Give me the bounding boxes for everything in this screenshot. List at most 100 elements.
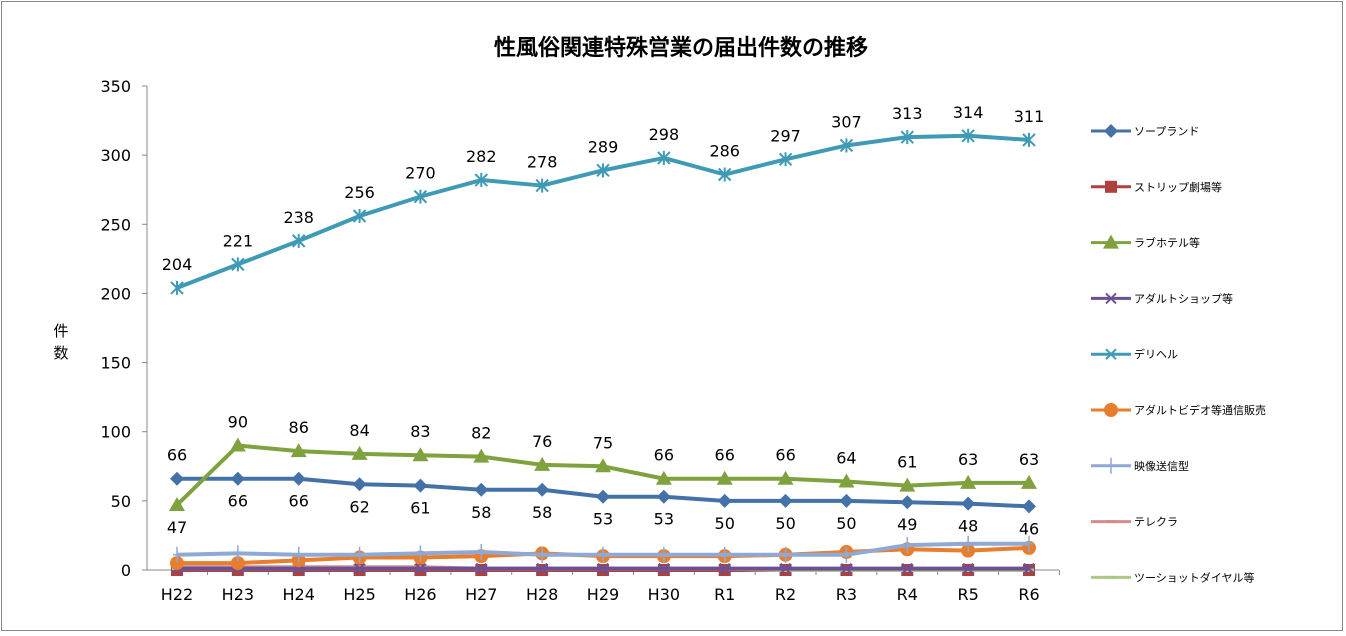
data-point xyxy=(781,546,790,563)
data-point xyxy=(169,497,185,512)
data-point xyxy=(597,562,609,575)
data-point xyxy=(961,496,976,511)
data-point xyxy=(595,458,611,473)
x-tick-label: H23 xyxy=(222,585,254,604)
data-point xyxy=(838,473,855,488)
x-tick-label: R1 xyxy=(714,585,735,604)
data-label: 204 xyxy=(162,255,193,274)
data-point xyxy=(231,257,245,272)
data-label: 61 xyxy=(410,499,430,518)
data-point xyxy=(777,470,794,485)
data-point xyxy=(475,562,487,575)
data-point xyxy=(294,546,303,563)
data-point xyxy=(599,546,607,563)
legend-label: ツーショットダイヤル等 xyxy=(1134,570,1254,584)
data-label: 278 xyxy=(527,153,558,172)
y-tick-label: 150 xyxy=(100,354,131,373)
series-2 xyxy=(169,437,1037,512)
data-point xyxy=(534,456,551,471)
data-label: 66 xyxy=(289,492,309,511)
x-tick-label: R4 xyxy=(897,585,918,604)
legend-marker xyxy=(1103,234,1119,249)
data-label: 49 xyxy=(897,515,917,534)
data-label: 90 xyxy=(228,413,248,432)
data-point xyxy=(292,233,306,248)
y-tick-label: 350 xyxy=(100,77,131,96)
data-point xyxy=(720,546,729,563)
data-point xyxy=(474,482,489,497)
legend-item: ラブホテル等 xyxy=(1091,234,1200,250)
data-point xyxy=(230,471,245,486)
data-point xyxy=(778,152,793,167)
legend-item: 映像送信型 xyxy=(1091,457,1189,474)
legend-marker xyxy=(1105,180,1117,193)
x-tick-label: H22 xyxy=(161,585,193,604)
data-label: 83 xyxy=(410,422,430,441)
x-tick-label: R5 xyxy=(957,585,978,604)
data-label: 53 xyxy=(593,510,613,529)
data-label: 50 xyxy=(715,514,735,533)
data-label: 75 xyxy=(593,433,613,452)
data-label: 63 xyxy=(958,450,978,469)
data-label: 61 xyxy=(897,453,917,472)
data-point xyxy=(353,562,366,575)
data-label: 53 xyxy=(654,510,674,529)
data-point xyxy=(1022,499,1036,514)
legend-item: デリヘル xyxy=(1091,347,1178,361)
data-point xyxy=(355,546,364,563)
data-point xyxy=(656,489,671,504)
data-point xyxy=(962,562,974,575)
data-label: 84 xyxy=(349,421,369,440)
data-label: 66 xyxy=(775,446,795,465)
series-6 xyxy=(173,535,1033,563)
data-point xyxy=(230,556,245,571)
data-point xyxy=(840,562,853,575)
data-point xyxy=(657,150,671,165)
data-label: 58 xyxy=(532,503,552,522)
data-point xyxy=(719,562,731,575)
data-label: 47 xyxy=(167,518,187,537)
data-point xyxy=(779,562,792,575)
data-point xyxy=(901,562,913,575)
legend-label: ストリップ劇場等 xyxy=(1134,180,1222,194)
data-label: 58 xyxy=(471,503,491,522)
series-0 xyxy=(170,471,1036,514)
legend-item: アダルトショップ等 xyxy=(1091,291,1233,305)
data-label: 286 xyxy=(709,142,740,161)
data-label: 63 xyxy=(1019,450,1039,469)
data-point xyxy=(960,474,977,489)
x-tick-label: R3 xyxy=(836,585,857,604)
data-point xyxy=(659,546,668,563)
x-tick-label: H27 xyxy=(465,585,497,604)
legend-item: ソープランド xyxy=(1091,124,1199,138)
y-tick-label: 50 xyxy=(111,492,131,511)
legend-item: テレクラ xyxy=(1091,516,1178,529)
data-point xyxy=(233,545,242,562)
x-tick-label: R2 xyxy=(775,585,796,604)
data-point xyxy=(352,477,367,492)
legend-marker xyxy=(1105,292,1117,305)
data-label: 62 xyxy=(349,497,369,516)
data-point xyxy=(778,493,793,508)
data-point xyxy=(535,178,549,193)
legend-item: アダルトビデオ等通信販売 xyxy=(1091,403,1266,417)
data-point xyxy=(839,493,854,508)
data-point xyxy=(416,545,425,562)
data-point xyxy=(413,478,428,493)
data-label: 307 xyxy=(831,112,862,131)
data-label: 50 xyxy=(836,514,856,533)
legend-label: ソープランド xyxy=(1134,125,1199,138)
data-label: 270 xyxy=(405,164,436,183)
data-point xyxy=(352,208,367,223)
x-tick-label: H28 xyxy=(526,585,558,604)
chart-title: 性風俗関連特殊営業の届出件数の推移 xyxy=(494,35,868,61)
x-tick-label: H25 xyxy=(343,585,375,604)
data-point xyxy=(538,546,547,563)
y-tick-label: 300 xyxy=(100,146,131,165)
data-point xyxy=(655,470,672,485)
legend-label: ラブホテル等 xyxy=(1134,236,1200,250)
data-label: 256 xyxy=(344,183,375,202)
data-point xyxy=(474,173,488,188)
data-label: 48 xyxy=(958,517,978,536)
